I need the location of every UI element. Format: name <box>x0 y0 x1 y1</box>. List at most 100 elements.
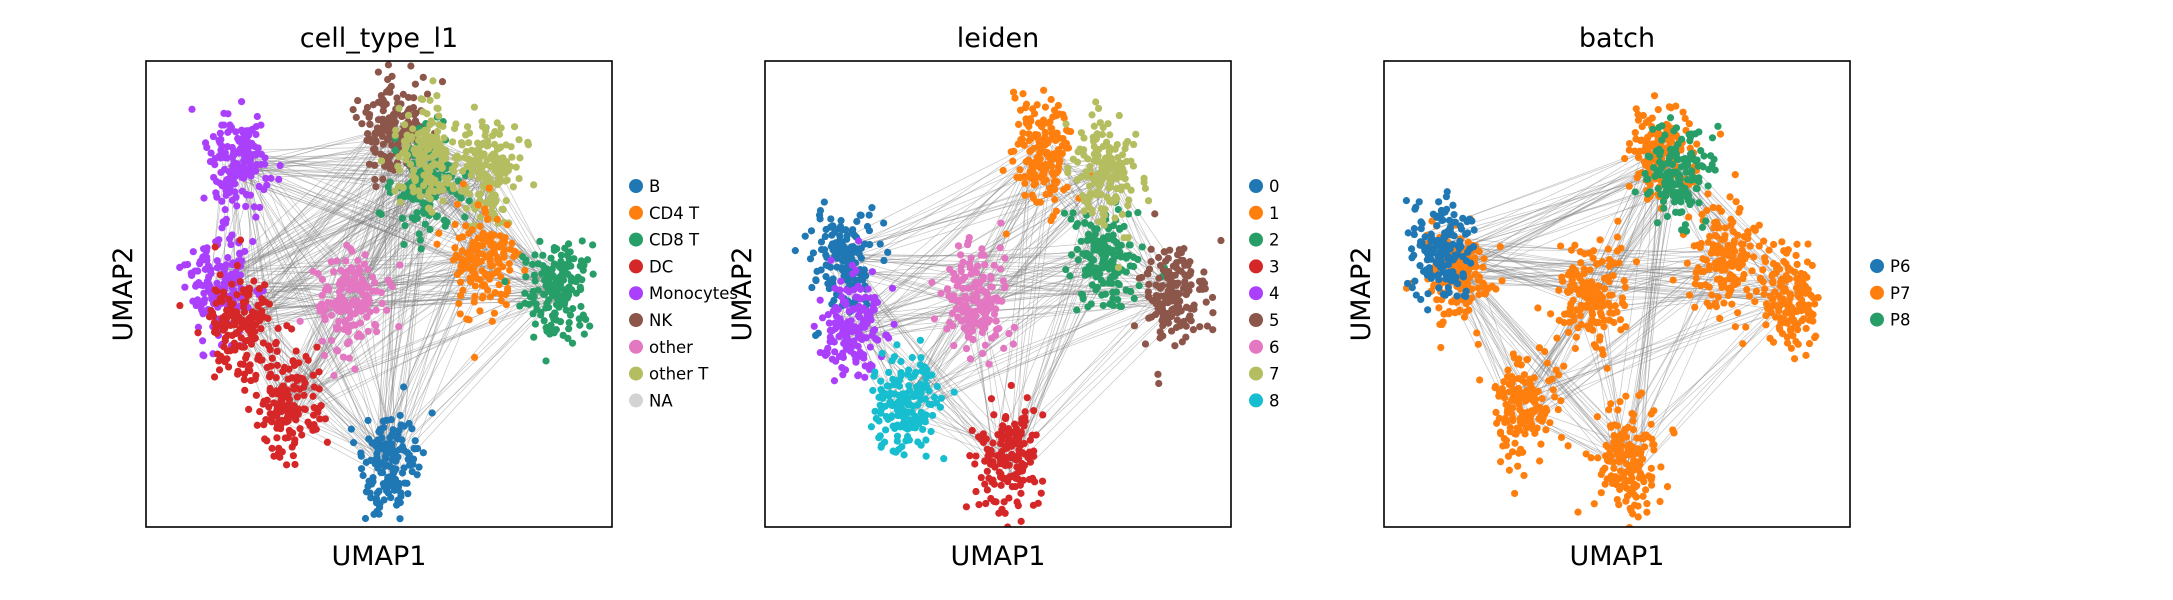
graph-edge <box>244 169 487 250</box>
data-point <box>1111 214 1119 222</box>
data-point <box>366 308 374 316</box>
data-point <box>371 175 379 184</box>
data-point <box>1021 172 1029 181</box>
data-point <box>1127 287 1135 296</box>
data-point <box>542 357 550 365</box>
data-point <box>228 280 236 288</box>
data-point <box>275 175 283 184</box>
data-point <box>469 242 477 250</box>
data-point <box>981 318 989 326</box>
data-point <box>462 131 470 139</box>
y-axis-label: UMAP2 <box>108 247 139 342</box>
graph-edge <box>1639 295 1787 470</box>
data-point <box>862 272 870 280</box>
graph-edge <box>358 302 396 458</box>
data-point <box>265 300 274 308</box>
data-point <box>341 316 349 325</box>
data-point <box>1693 140 1701 148</box>
data-point <box>877 443 885 451</box>
data-point <box>383 476 392 484</box>
data-point <box>1086 251 1094 260</box>
data-point <box>1114 263 1123 272</box>
data-point <box>351 365 359 373</box>
graph-edge <box>1580 159 1648 302</box>
data-point <box>916 336 925 344</box>
graph-edge <box>346 298 540 302</box>
data-point <box>854 282 862 290</box>
data-point <box>1474 284 1483 292</box>
legend-label: 3 <box>1269 257 1280 276</box>
data-point <box>231 269 239 278</box>
data-point <box>850 231 859 239</box>
graph-edge <box>293 272 478 405</box>
data-point <box>830 338 838 346</box>
data-point <box>309 267 317 275</box>
legend-label: DC <box>649 257 673 276</box>
data-point <box>279 401 288 409</box>
graph-edge <box>211 273 246 309</box>
data-point <box>835 332 843 341</box>
data-point <box>878 349 886 357</box>
legend-label: 1 <box>1269 204 1280 223</box>
data-point <box>243 351 251 359</box>
data-point <box>1021 179 1029 187</box>
data-point <box>256 203 264 212</box>
data-point <box>309 411 318 419</box>
data-point <box>409 455 418 463</box>
data-point <box>410 166 418 174</box>
data-point <box>450 168 458 176</box>
graph-edge <box>401 243 478 462</box>
data-point <box>1106 155 1114 164</box>
data-point <box>199 281 207 290</box>
data-point <box>349 297 357 305</box>
data-point <box>1046 118 1054 126</box>
graph-edge <box>224 149 378 461</box>
data-point <box>567 277 575 285</box>
data-point <box>998 456 1006 465</box>
data-point <box>1130 294 1138 303</box>
data-point <box>401 120 409 129</box>
data-point <box>1498 277 1506 285</box>
data-point <box>871 407 879 415</box>
data-point <box>1062 265 1070 274</box>
data-point <box>236 250 244 258</box>
data-point <box>471 282 479 290</box>
data-point <box>1440 310 1448 318</box>
data-point <box>1730 239 1738 247</box>
data-point <box>1465 306 1473 314</box>
data-point <box>1010 147 1018 155</box>
data-point <box>999 166 1007 175</box>
data-point <box>1621 154 1629 163</box>
data-point <box>1041 103 1050 111</box>
data-point <box>1634 513 1642 521</box>
data-point <box>1084 303 1092 311</box>
data-point <box>357 449 365 457</box>
data-point <box>236 360 245 368</box>
data-point <box>1021 414 1029 422</box>
graph-edge <box>1444 261 1620 454</box>
data-point <box>1087 261 1095 269</box>
data-point <box>891 424 899 433</box>
graph-edge <box>253 146 391 151</box>
data-point <box>842 257 850 265</box>
data-point <box>435 112 443 120</box>
data-point <box>1099 255 1107 263</box>
data-point <box>854 342 862 350</box>
graph-edge <box>1439 163 1666 247</box>
graph-edge <box>244 169 546 302</box>
graph-edge <box>920 298 1155 392</box>
data-point <box>875 434 883 442</box>
data-point <box>954 242 963 250</box>
graph-edge <box>225 159 570 302</box>
data-point <box>578 237 586 245</box>
data-point <box>471 292 479 301</box>
data-point <box>557 251 565 259</box>
data-point <box>1113 169 1121 177</box>
data-point <box>206 157 215 166</box>
data-point <box>1114 153 1122 162</box>
data-point <box>838 364 846 372</box>
graph-edge <box>244 143 394 170</box>
data-point <box>954 279 962 287</box>
data-point <box>1177 267 1185 275</box>
data-point <box>1117 302 1126 311</box>
